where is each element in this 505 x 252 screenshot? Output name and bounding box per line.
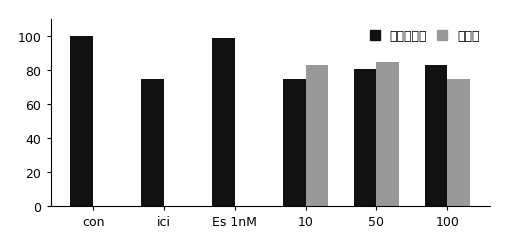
Bar bbox=[447, 79, 470, 207]
Bar bbox=[425, 66, 447, 207]
Bar bbox=[283, 79, 306, 207]
Legend: 표고하수오, 하수오: 표고하수오, 하수오 bbox=[366, 26, 484, 47]
Bar bbox=[141, 79, 164, 207]
Bar bbox=[306, 66, 328, 207]
Bar bbox=[354, 69, 376, 207]
Bar bbox=[71, 37, 93, 207]
Bar bbox=[376, 62, 399, 207]
Bar bbox=[212, 39, 235, 207]
